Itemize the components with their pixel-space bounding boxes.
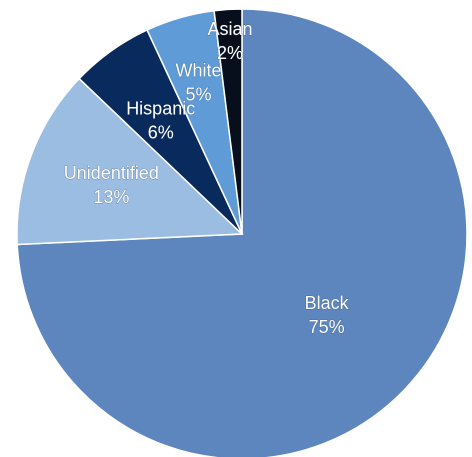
slice-unidentified [16, 77, 244, 246]
pie-labels: Black 75% Unidentified 13% Hispanic 6% White 5%… [63, 18, 350, 337]
slice-asian [213, 8, 243, 235]
slice-label-hispanic: Hispanic [126, 99, 195, 119]
slice-label-white: White [175, 61, 221, 81]
pie-slices [16, 8, 468, 457]
slice-value-asian: 2% [217, 43, 243, 63]
slice-value-black: 75% [309, 317, 345, 337]
slice-label-unidentified: Unidentified [64, 163, 159, 183]
slice-value-white: 5% [185, 85, 211, 105]
slice-value-unidentified: 13% [93, 187, 129, 207]
slice-value-hispanic: 6% [148, 123, 174, 143]
slice-label-black: Black [305, 293, 350, 313]
slice-label-asian: Asian [207, 19, 252, 39]
